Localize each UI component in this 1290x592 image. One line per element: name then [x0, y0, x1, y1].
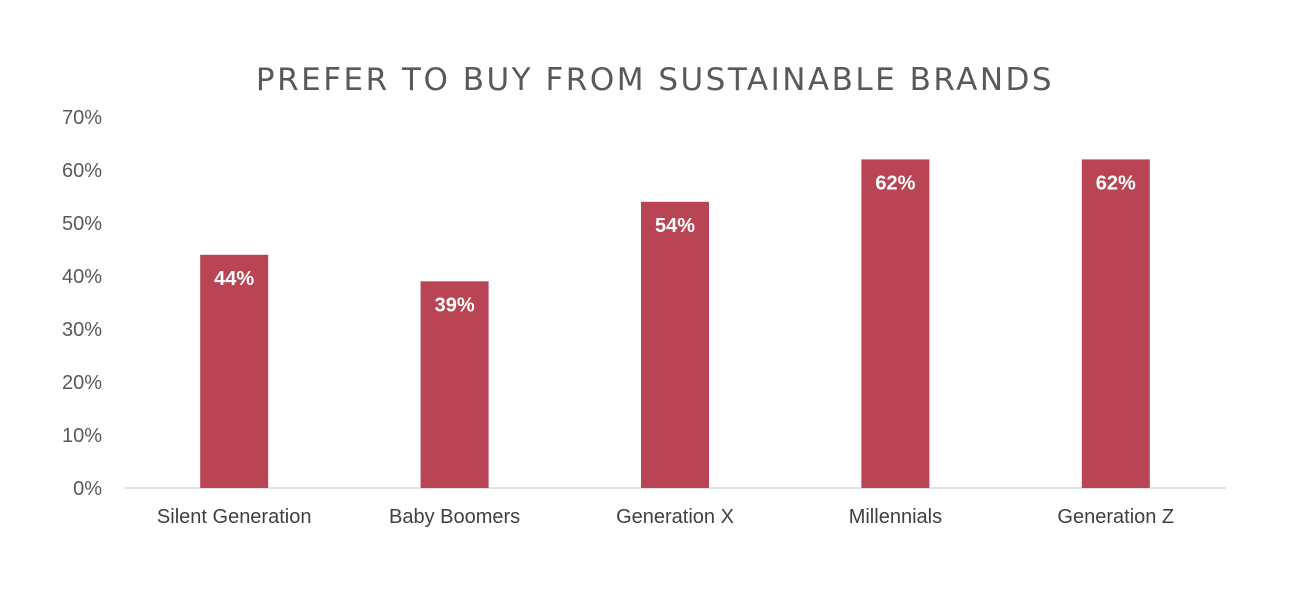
- y-tick-label: 40%: [62, 266, 102, 288]
- y-tick-label: 10%: [62, 425, 102, 447]
- bar-data-label: 39%: [435, 294, 475, 316]
- x-axis: Silent Generation Baby Boomers Generation …: [157, 506, 1174, 528]
- x-tick-label: Generation Z: [1057, 506, 1174, 528]
- bar: [200, 254, 269, 488]
- bar-data-label: 62%: [1096, 172, 1136, 194]
- bar: [861, 159, 930, 488]
- bar: [1081, 159, 1150, 488]
- y-tick-label: 50%: [62, 213, 102, 235]
- bar-data-label: 44%: [214, 268, 254, 290]
- x-tick-label: Baby Boomers: [389, 506, 520, 528]
- bar: [641, 201, 709, 489]
- chart-title: PREFER TO BUY FROM SUSTAINABLE BRANDS: [255, 62, 1055, 98]
- y-tick-label: 70%: [62, 107, 102, 129]
- y-tick-label: 0%: [73, 478, 102, 500]
- y-tick-label: 20%: [62, 372, 102, 394]
- y-tick-label: 30%: [62, 319, 102, 341]
- x-tick-label: Generation X: [616, 506, 734, 528]
- bar: [420, 281, 489, 488]
- y-axis: 0% 10% 20% 30% 40% 50% 60% 70%: [62, 107, 102, 500]
- bar-data-label: 54%: [655, 215, 695, 237]
- bar-data-label: 62%: [875, 172, 915, 194]
- bars: 44% 39% 54% 62% 62%: [200, 159, 1150, 489]
- x-tick-label: Silent Generation: [157, 506, 312, 528]
- y-tick-label: 60%: [62, 160, 102, 182]
- x-tick-label: Millennials: [849, 506, 942, 528]
